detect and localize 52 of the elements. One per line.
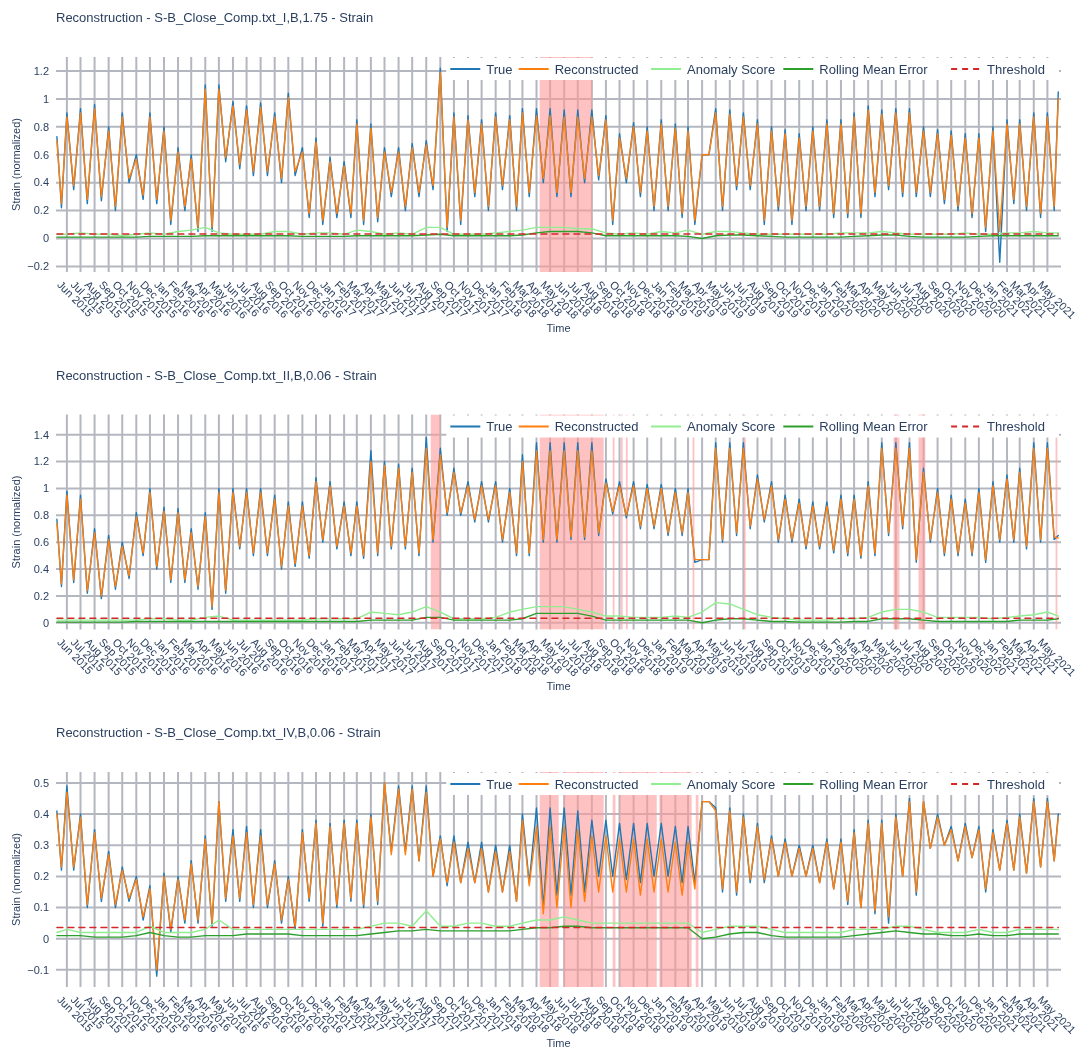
legend-label: True xyxy=(486,419,513,435)
y-tick-label: 0.4 xyxy=(33,176,49,189)
y-tick-label: 0.2 xyxy=(33,204,49,217)
y-tick-label: 0.1 xyxy=(33,901,49,914)
y-tick-label: 0.2 xyxy=(33,589,49,602)
line-series xyxy=(56,612,1059,624)
x-axis-title: Time xyxy=(546,679,571,692)
y-tick-label: 0 xyxy=(42,232,49,245)
x-axis-title: Time xyxy=(546,1037,571,1049)
y-tick-label: 0.2 xyxy=(33,870,49,883)
legend-label: Anomaly Score xyxy=(687,419,776,435)
y-axis-title: Strain (normalized) xyxy=(10,833,22,926)
legend-label: Reconstructed xyxy=(554,419,639,435)
line-series xyxy=(56,925,1059,940)
legend-label: Threshold xyxy=(987,776,1045,792)
y-tick-label: 0.6 xyxy=(33,148,49,161)
chart-title: Reconstruction - S-B_Close_Comp.txt_II,B,0.06 - Strain xyxy=(56,367,377,383)
x-axis-title: Time xyxy=(546,322,571,334)
y-tick-label: −0.2 xyxy=(27,260,49,273)
legend-label: True xyxy=(486,776,513,792)
chart-title: Reconstruction - S-B_Close_Comp.txt_IV,B,0.06 - Strain xyxy=(56,725,381,740)
y-tick-label: 1 xyxy=(42,92,49,105)
y-tick-label: 0 xyxy=(42,932,49,945)
legend-label: True xyxy=(486,61,513,77)
y-axis-title: Strain (normalized) xyxy=(10,475,22,569)
y-tick-label: 0.8 xyxy=(33,120,49,133)
y-tick-label: 0.5 xyxy=(33,776,49,789)
legend-label: Rolling Mean Error xyxy=(819,61,929,77)
legend-label: Anomaly Score xyxy=(687,776,776,792)
y-tick-label: 0.6 xyxy=(33,536,49,549)
y-axis-title: Strain (normalized) xyxy=(10,118,22,211)
y-tick-label: −0.1 xyxy=(27,963,49,976)
line-series xyxy=(56,601,1059,621)
y-tick-label: 0.3 xyxy=(33,839,49,852)
chart-title: Reconstruction - S-B_Close_Comp.txt_I,B,1.75 - Strain xyxy=(56,10,374,25)
y-tick-label: 0.8 xyxy=(33,509,49,522)
y-tick-label: 1.4 xyxy=(33,428,49,441)
y-tick-label: 0 xyxy=(42,616,49,629)
y-tick-label: 0.4 xyxy=(33,807,49,820)
legend-label: Threshold xyxy=(987,61,1045,77)
legend-label: Reconstructed xyxy=(554,776,639,792)
y-tick-label: 1 xyxy=(42,482,49,495)
line-series xyxy=(56,909,1059,934)
y-tick-label: 0.4 xyxy=(33,562,49,575)
legend-label: Reconstructed xyxy=(554,61,639,77)
legend-label: Anomaly Score xyxy=(687,61,776,77)
legend-label: Threshold xyxy=(987,419,1045,435)
legend-label: Rolling Mean Error xyxy=(819,419,929,435)
y-tick-label: 1.2 xyxy=(33,64,49,77)
legend-label: Rolling Mean Error xyxy=(819,776,929,792)
y-tick-label: 1.2 xyxy=(33,455,49,468)
line-series xyxy=(56,230,1059,240)
